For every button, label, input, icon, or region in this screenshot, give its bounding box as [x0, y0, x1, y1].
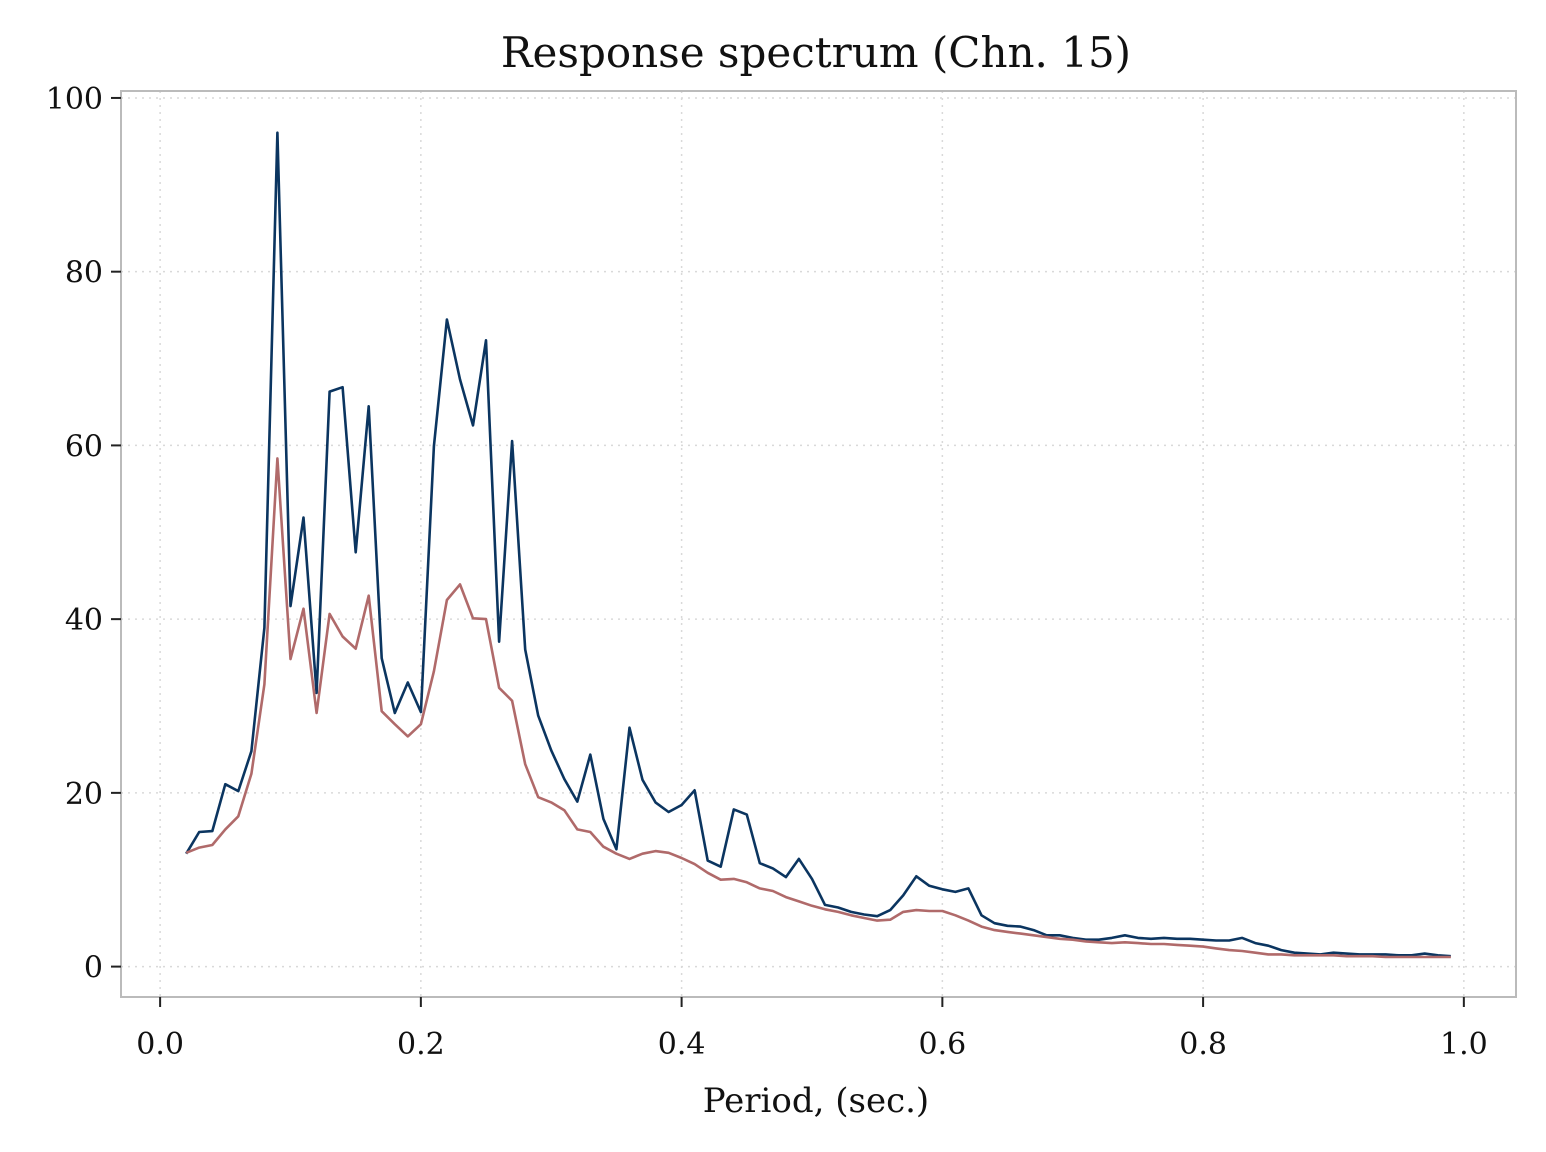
series-line-1 [185, 131, 1451, 958]
x-tick-label: 0.6 [918, 1027, 966, 1062]
x-tick-label: 0.2 [397, 1027, 445, 1062]
series-line-2 [185, 457, 1451, 959]
chart-title: Response spectrum (Chn. 15) [501, 28, 1131, 77]
series-layer [185, 131, 1451, 959]
x-tick-label: 0.0 [136, 1027, 184, 1062]
y-tick-label: 60 [65, 429, 103, 464]
tick-layer: 0.0 0.2 0.4 0.6 0.8 1.0 0 20 40 60 80 100 [46, 82, 1488, 1062]
plot-frame [120, 90, 1517, 998]
y-tick-label: 100 [46, 82, 103, 117]
grid-layer [121, 91, 1516, 997]
x-tick-label: 0.8 [1179, 1027, 1227, 1062]
y-tick-label: 20 [65, 777, 103, 812]
x-axis-label: Period, (sec.) [703, 1081, 929, 1121]
y-tick-label: 40 [65, 603, 103, 638]
y-tick-label: 80 [65, 256, 103, 291]
x-tick-label: 0.4 [658, 1027, 706, 1062]
x-tick-label: 1.0 [1440, 1027, 1488, 1062]
y-tick-label: 0 [84, 951, 103, 986]
